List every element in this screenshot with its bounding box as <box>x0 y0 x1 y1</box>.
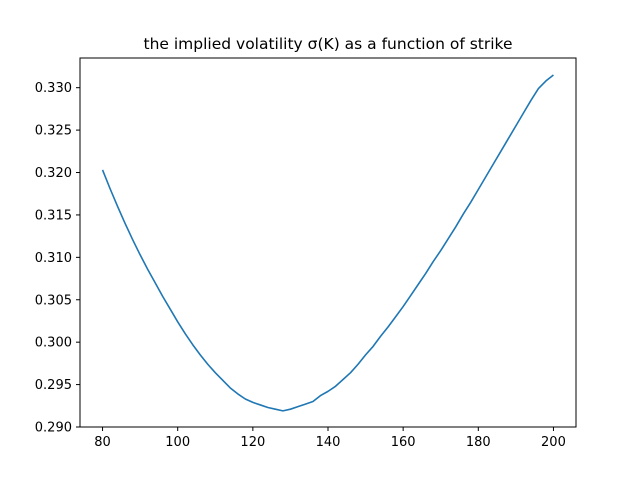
y-tick-label: 0.320 <box>35 166 72 181</box>
x-tick-label: 180 <box>466 435 491 450</box>
x-tick-label: 140 <box>316 435 341 450</box>
y-tick-label: 0.305 <box>35 293 72 308</box>
x-axis-ticks: 80 100 120 140 160 180 200 <box>94 427 566 450</box>
y-axis-ticks: 0.290 0.295 0.300 0.305 0.310 0.315 0.320 0.325… <box>35 81 80 436</box>
implied-volatility-line <box>101 74 554 412</box>
y-tick-label: 0.315 <box>35 208 72 223</box>
x-tick-label: 80 <box>94 435 111 450</box>
chart-title: the implied volatility σ(K) as a functio… <box>144 35 513 53</box>
y-tick-label: 0.330 <box>35 81 72 96</box>
x-tick-label: 100 <box>165 435 190 450</box>
y-tick-label: 0.325 <box>35 124 72 139</box>
x-tick-label: 120 <box>240 435 265 450</box>
y-tick-label: 0.295 <box>35 378 72 393</box>
x-tick-label: 160 <box>391 435 416 450</box>
y-tick-label: 0.300 <box>35 336 72 351</box>
y-tick-label: 0.290 <box>35 421 72 436</box>
y-tick-label: 0.310 <box>35 251 72 266</box>
series-group <box>101 74 554 412</box>
x-tick-label: 200 <box>541 435 566 450</box>
plot-area-frame <box>79 57 577 428</box>
